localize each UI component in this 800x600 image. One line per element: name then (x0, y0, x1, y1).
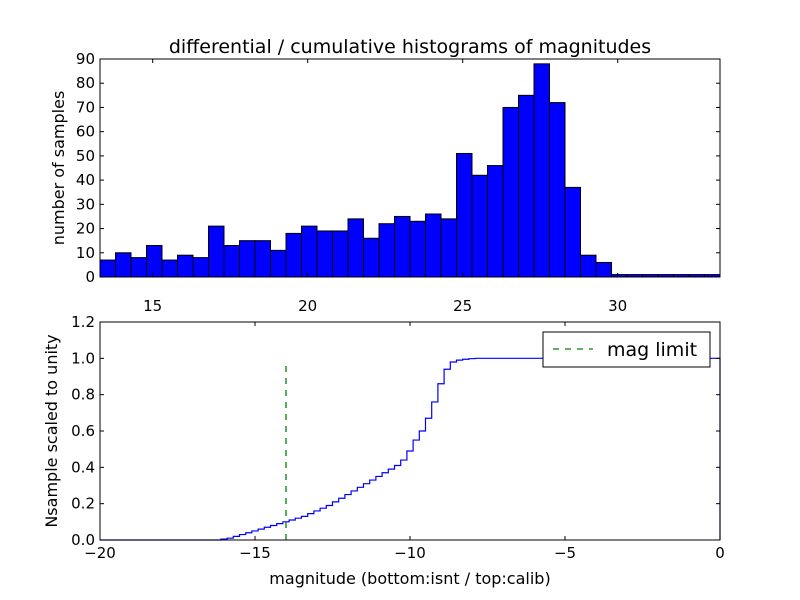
histogram-bar (130, 257, 147, 278)
histogram-x-axis: 15 20 25 30 (143, 59, 627, 315)
y-tick-label: 60 (76, 123, 95, 141)
y-tick-label: 0.4 (71, 458, 95, 476)
histogram-bar (239, 240, 256, 278)
histogram-panel: differential / cumulative histograms of … (49, 36, 721, 315)
histogram-bar (270, 249, 287, 278)
legend: mag limit (542, 331, 711, 368)
histogram-bar (456, 152, 473, 278)
histogram-bar (595, 261, 612, 278)
y-tick-label: 0 (85, 268, 95, 286)
x-tick-label: −20 (84, 544, 116, 562)
histogram-bar (208, 225, 225, 278)
histogram-bar (347, 218, 364, 278)
histogram-bar (425, 213, 442, 278)
legend-label-mag-limit: mag limit (607, 339, 697, 361)
x-tick-label: 15 (143, 297, 162, 315)
histogram-bar (549, 102, 566, 278)
cumulative-panel: 0.0 0.2 0.4 0.6 0.8 1.0 1.2 −20 −15 −10 −5 0 Nsamp… (42, 313, 725, 588)
histogram-bar (161, 259, 178, 278)
x-tick-label: 0 (715, 544, 725, 562)
histogram-bar (192, 257, 209, 278)
x-tick-label: −5 (554, 544, 576, 562)
cumulative-step-line (100, 357, 721, 541)
histogram-bar (394, 215, 411, 278)
y-tick-label: 20 (76, 220, 95, 238)
histogram-frame (99, 58, 721, 278)
histogram-bar (487, 165, 504, 278)
histogram-bar (518, 94, 535, 278)
histogram-bar (533, 63, 550, 278)
y-tick-label: 1.0 (71, 349, 95, 367)
x-tick-label: −10 (394, 544, 426, 562)
histogram-title: differential / cumulative histograms of … (169, 36, 651, 58)
histogram-y-axis: 0 10 20 30 40 50 60 70 80 90 (76, 50, 720, 286)
histogram-bar (177, 254, 194, 278)
histogram-bar (146, 245, 163, 278)
y-tick-label: 10 (76, 244, 95, 262)
y-tick-label: 30 (76, 195, 95, 213)
histogram-bar (301, 225, 318, 278)
x-tick-label: −15 (239, 544, 271, 562)
histogram-bar (285, 232, 302, 278)
cumulative-frame (99, 321, 721, 541)
histogram-bar (99, 259, 116, 278)
cumulative-x-axis: −20 −15 −10 −5 0 (84, 322, 725, 562)
cumulative-y-axis: 0.0 0.2 0.4 0.6 0.8 1.0 1.2 (71, 313, 720, 549)
y-tick-label: 70 (76, 98, 95, 116)
histogram-bar (471, 174, 488, 278)
histogram-bar (409, 220, 426, 278)
histogram-bar (363, 237, 380, 278)
histogram-y-label: number of samples (49, 91, 68, 246)
histogram-bar (332, 230, 349, 278)
histogram-bar (223, 245, 240, 278)
histogram-bar (440, 218, 457, 278)
y-tick-label: 0.6 (71, 422, 95, 440)
histogram-bar (316, 230, 333, 278)
histogram-bar (378, 223, 395, 278)
x-tick-label: 30 (608, 297, 627, 315)
x-tick-label: 20 (298, 297, 317, 315)
histogram-bar (254, 240, 271, 278)
histogram-bar (564, 186, 581, 278)
x-tick-label: 25 (453, 297, 472, 315)
y-tick-label: 0.8 (71, 386, 95, 404)
histogram-bar (502, 106, 519, 278)
histogram-bars (99, 63, 721, 278)
y-tick-label: 0.0 (71, 531, 95, 549)
histogram-bar (580, 254, 597, 278)
y-tick-label: 0.2 (71, 495, 95, 513)
histogram-bar (115, 252, 132, 278)
y-tick-label: 40 (76, 171, 95, 189)
cumulative-y-label: Nsample scaled to unity (42, 334, 61, 527)
y-tick-label: 90 (76, 50, 95, 68)
y-tick-label: 50 (76, 147, 95, 165)
y-tick-label: 1.2 (71, 313, 95, 331)
cumulative-x-label: magnitude (bottom:isnt / top:calib) (269, 569, 550, 588)
y-tick-label: 80 (76, 74, 95, 92)
cumulative-lines (100, 357, 721, 541)
